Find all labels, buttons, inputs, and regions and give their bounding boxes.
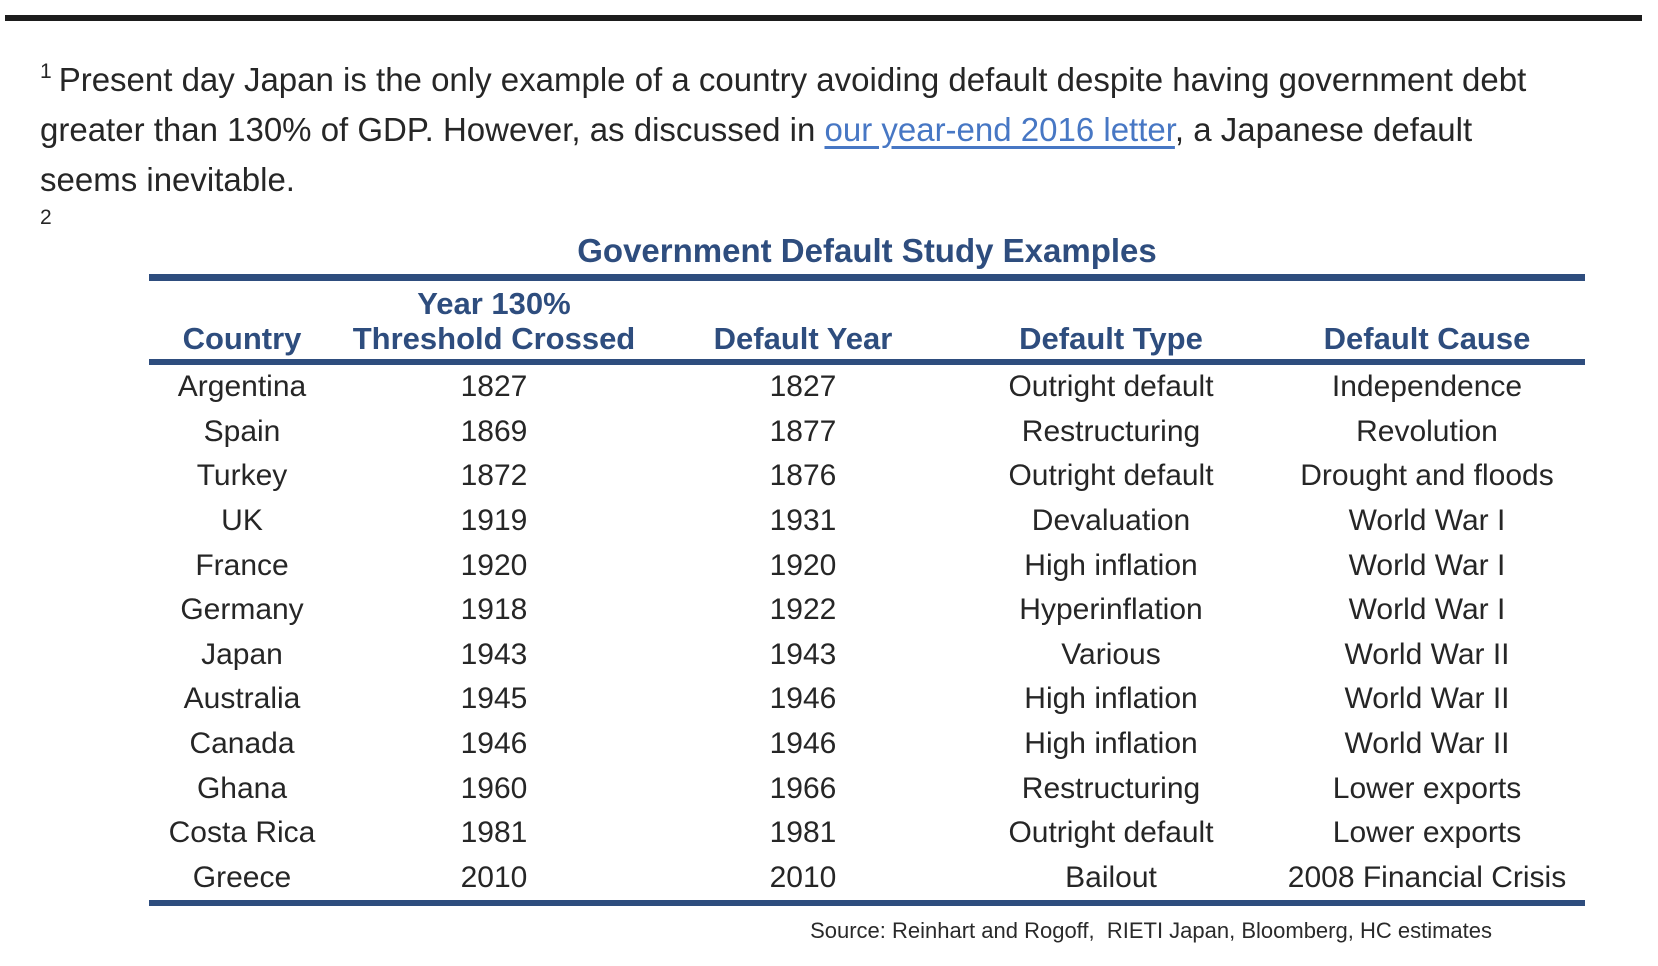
table-cell-year-130-threshold-crossed: 1827 [460,370,528,404]
footnote-1-text-line-1: Present day Japan is the only example of… [58,61,1527,98]
footnote-1: 1 Present day Japan is the only example o… [40,47,1618,205]
table-row: Argentina 1827 1827 Outright default Indepen… [149,365,1585,410]
table-cell-default-cause: World War I [1348,593,1506,627]
table-cell-country: Turkey [196,459,288,493]
table-cell-default-cause: World War II [1344,682,1510,716]
column-header-default-year: Default Year [713,321,893,356]
table-row: Japan 1943 1943 Various World War II [149,633,1585,678]
column-header-country: Country [182,321,302,356]
table-cell-year-130-threshold-crossed: 1872 [460,459,528,493]
table-cell-country: Ghana [196,771,288,805]
table-cell-default-year: 1946 [769,682,837,716]
table-cell-country: Canada [189,727,295,761]
table-cell-default-year: 1966 [769,771,837,805]
table-cell-default-type: High inflation [1024,548,1198,582]
column-header-threshold-line-2: Threshold Crossed [352,321,636,356]
table-row: Costa Rica 1981 1981 Outright default Lower … [149,811,1585,856]
table-cell-default-cause: Lower exports [1332,816,1522,850]
table-cell-default-cause: Independence [1331,370,1523,404]
table-cell-default-type: High inflation [1024,727,1198,761]
table-title: Government Default Study Examples [577,232,1157,269]
table-row: Germany 1918 1922 Hyperinflation World War I [149,588,1585,633]
table-cell-year-130-threshold-crossed: 1943 [460,637,528,671]
year-end-2016-letter-link[interactable]: our year-end 2016 letter [824,111,1175,148]
table-cell-default-cause: Lower exports [1332,771,1522,805]
table-cell-default-year: 2010 [769,860,837,894]
footnote-1-text-after-link: , a Japanese default [1174,111,1473,148]
table-cell-year-130-threshold-crossed: 1960 [460,771,528,805]
table-cell-default-type: High inflation [1024,682,1198,716]
table-rule-top [149,274,1585,281]
table-cell-default-type: Bailout [1065,860,1157,894]
table-cell-default-type: Devaluation [1031,504,1191,538]
table-cell-default-year: 1981 [769,816,837,850]
table-row: Turkey 1872 1876 Outright default Drought an… [149,454,1585,499]
table-cell-default-type: Restructuring [1021,414,1201,448]
footnote-1-text-before-link: greater than 130% of GDP. However, as di… [40,111,825,148]
table-cell-default-cause: World War II [1344,637,1510,671]
table-header-row: Country Year 130% Threshold Crossed Defau… [149,281,1585,359]
table-row: Spain 1869 1877 Restructuring Revolution [149,410,1585,455]
table-cell-default-year: 1827 [769,370,837,404]
table-cell-default-type: Various [1061,637,1161,671]
table-cell-default-year: 1876 [769,459,837,493]
table-cell-country: Argentina [177,370,307,404]
table-body: Argentina 1827 1827 Outright default Indepen… [149,365,1585,900]
table-cell-year-130-threshold-crossed: 1981 [460,816,528,850]
table-cell-year-130-threshold-crossed: 1920 [460,548,528,582]
table-cell-country: Spain [203,414,281,448]
column-header-default-type: Default Type [1019,321,1203,356]
table-cell-default-year: 1920 [769,548,837,582]
table-cell-default-cause: World War I [1348,504,1506,538]
column-header-threshold-line-1: Year 130% [417,286,571,321]
table-row: Australia 1945 1946 High inflation World War… [149,677,1585,722]
table-cell-year-130-threshold-crossed: 1945 [460,682,528,716]
table-cell-country: Germany [180,593,304,627]
table-row: UK 1919 1931 Devaluation World War I [149,499,1585,544]
table-cell-year-130-threshold-crossed: 1918 [460,593,528,627]
table-cell-year-130-threshold-crossed: 1869 [460,414,528,448]
table-cell-country: Costa Rica [168,816,316,850]
table-cell-country: UK [221,504,263,538]
table-cell-default-type: Restructuring [1021,771,1201,805]
table-cell-default-cause: Revolution [1356,414,1498,448]
table-cell-default-type: Outright default [1008,816,1214,850]
table-rule-under-header [149,359,1585,365]
table-cell-default-year: 1877 [769,414,837,448]
table-cell-country: Greece [192,860,292,894]
table-cell-year-130-threshold-crossed: 1946 [460,727,528,761]
table-cell-default-year: 1931 [769,504,837,538]
top-divider [5,15,1642,21]
table-cell-country: France [195,548,289,582]
source-note: Source: Reinhart and Rogoff, RIETI Japan… [810,918,1492,944]
footnote-2-marker: 2 [40,206,52,229]
table-cell-country: Japan [201,637,283,671]
footnote-1-marker: 1 [40,60,52,83]
table-cell-default-type: Outright default [1008,459,1214,493]
column-header-default-cause: Default Cause [1323,321,1531,356]
table-cell-default-cause: Drought and floods [1300,459,1554,493]
footnote-1-line-3: seems inevitable. [40,161,295,198]
column-header-threshold: Year 130% Threshold Crossed [335,286,653,359]
table-cell-year-130-threshold-crossed: 1919 [460,504,528,538]
table-row: Canada 1946 1946 High inflation World War II [149,722,1585,767]
table-cell-default-type: Outright default [1008,370,1214,404]
document-page: 1 Present day Japan is the only example o… [0,15,1658,944]
table-rule-bottom [149,900,1585,907]
table-cell-default-type: Hyperinflation [1019,593,1203,627]
table-cell-year-130-threshold-crossed: 2010 [460,860,528,894]
footnote-1-line-2: greater than 130% of GDP. However, as di… [40,105,1618,155]
government-default-study-table: Government Default Study Examples Countr… [149,231,1585,944]
table-row: Greece 2010 2010 Bailout 2008 Financial Cris… [149,856,1585,901]
table-cell-default-cause: World War II [1344,727,1510,761]
table-cell-default-cause: World War I [1348,548,1506,582]
table-cell-default-cause: 2008 Financial Crisis [1287,860,1567,894]
table-cell-default-year: 1922 [769,593,837,627]
table-cell-default-year: 1943 [769,637,837,671]
table-cell-country: Australia [183,682,301,716]
table-cell-default-year: 1946 [769,727,837,761]
table-row: Ghana 1960 1966 Restructuring Lower exports [149,766,1585,811]
footnote-1-line-1: 1 Present day Japan is the only example o… [40,47,1618,105]
table-row: France 1920 1920 High inflation World War I [149,543,1585,588]
